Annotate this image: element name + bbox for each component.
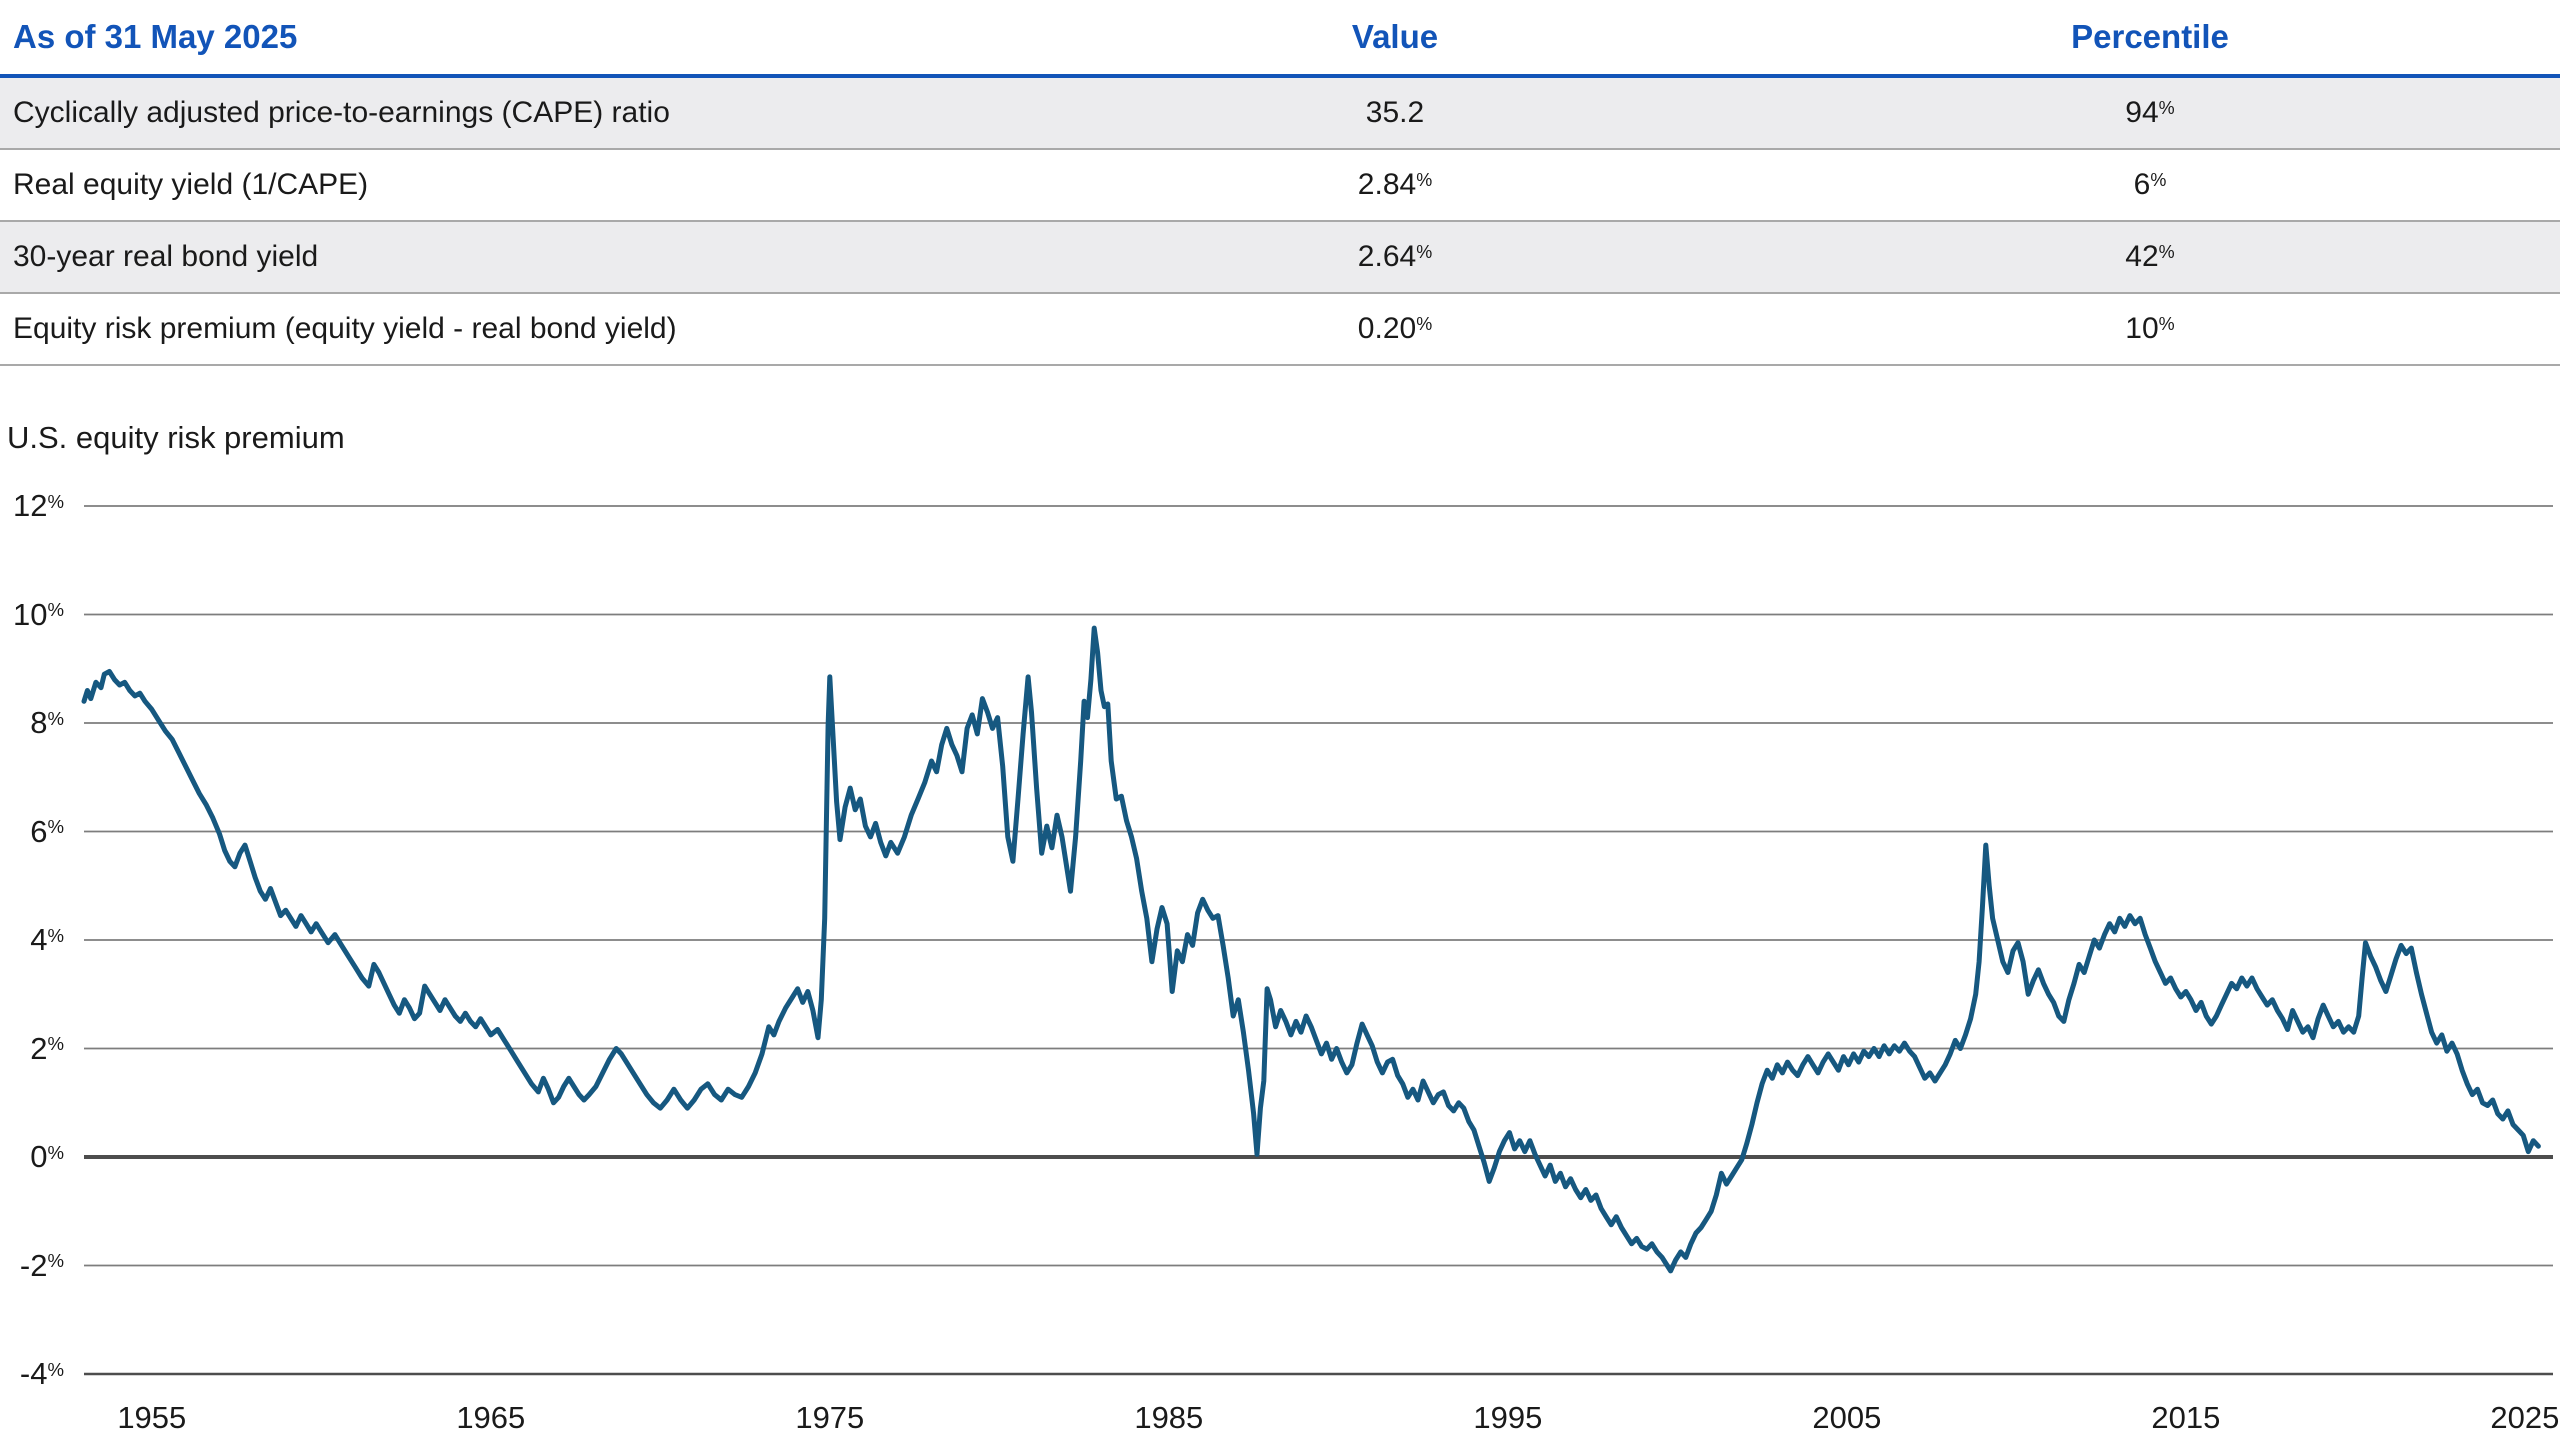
row-label: Equity risk premium (equity yield - real… — [13, 312, 677, 345]
percentile-column-header: Percentile — [2071, 18, 2229, 55]
table-row: 30-year real bond yield 2.64% 42% — [0, 222, 2560, 294]
table-row: Real equity yield (1/CAPE) 2.84% 6% — [0, 150, 2560, 222]
row-value: 35.2 — [1365, 96, 1425, 129]
table-row: Cyclically adjusted price-to-earnings (C… — [0, 78, 2560, 150]
y-axis-tick-label: 4% — [30, 922, 64, 957]
row-percentile: 10% — [2125, 312, 2175, 345]
x-axis-tick-label: 1975 — [795, 1400, 865, 1435]
x-axis-tick-label: 1965 — [456, 1400, 526, 1435]
y-axis-tick-label: 10% — [12, 596, 64, 632]
row-value: 2.84% — [1357, 168, 1433, 201]
y-axis-tick-label: 0% — [30, 1139, 64, 1174]
value-column-header: Value — [1351, 18, 1439, 55]
chart-title: U.S. equity risk premium — [7, 420, 345, 455]
y-axis-tick-label: -4% — [19, 1356, 64, 1391]
row-value: 0.20% — [1357, 312, 1433, 345]
y-axis-tick-label: 12% — [12, 488, 64, 523]
x-axis-tick-label: 2015 — [2151, 1400, 2221, 1435]
row-label: Real equity yield (1/CAPE) — [13, 168, 369, 201]
row-label: Cyclically adjusted price-to-earnings (C… — [13, 96, 670, 129]
y-axis-tick-label: 8% — [30, 705, 64, 740]
row-label: 30-year real bond yield — [13, 240, 319, 273]
summary-table-header: As of 31 May 2025 Value Percentile — [0, 0, 2560, 78]
row-percentile: 94% — [2125, 96, 2175, 129]
row-value: 2.64% — [1357, 240, 1433, 273]
y-axis-tick-label: 2% — [30, 1030, 64, 1066]
row-percentile: 42% — [2125, 240, 2175, 273]
table-title: As of 31 May 2025 — [13, 18, 298, 55]
row-percentile: 6% — [2133, 168, 2167, 201]
x-axis-tick-label: 2005 — [1812, 1400, 1882, 1435]
x-axis-tick-label: 1985 — [1134, 1400, 1204, 1435]
x-axis-tick-label: 2025 — [2490, 1400, 2560, 1435]
summary-table: As of 31 May 2025 Value Percentile Cycli… — [0, 0, 2560, 366]
x-axis-tick-label: 1955 — [117, 1400, 187, 1435]
table-row: Equity risk premium (equity yield - real… — [0, 294, 2560, 366]
y-axis-tick-label: 6% — [30, 813, 64, 849]
y-axis-tick-label: -2% — [19, 1247, 64, 1283]
x-axis-tick-label: 1995 — [1473, 1400, 1543, 1435]
equity-risk-premium-series — [81, 625, 2541, 1274]
